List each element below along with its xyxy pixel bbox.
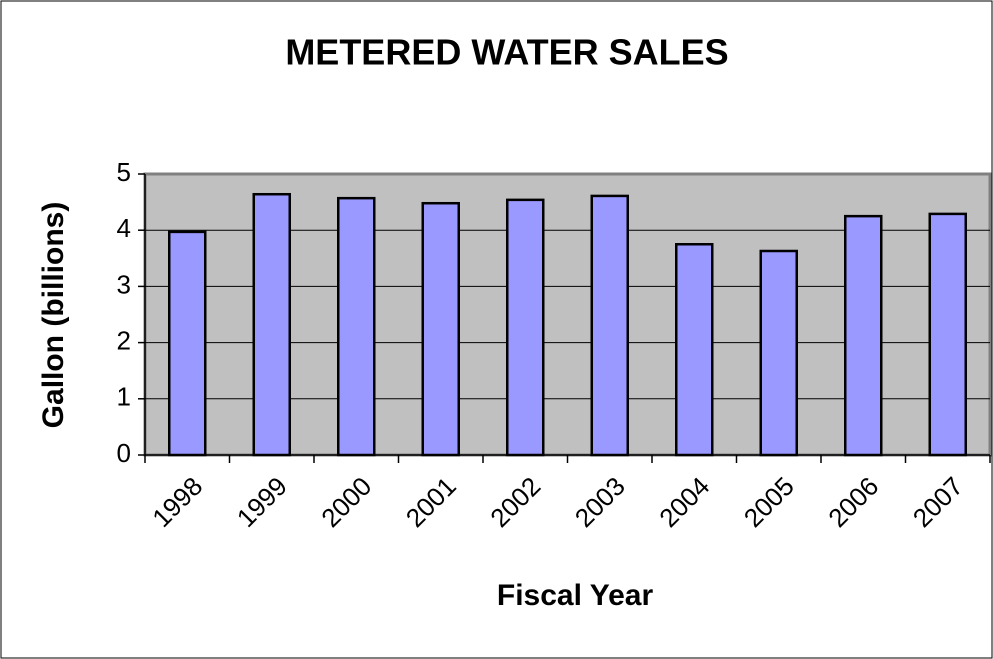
bar <box>844 214 883 457</box>
y-tick-label: 1 <box>117 382 131 412</box>
bar <box>675 243 714 457</box>
bar <box>421 201 460 457</box>
y-tick-label: 5 <box>117 157 131 187</box>
y-tick-label: 3 <box>117 269 131 299</box>
bar <box>759 249 798 457</box>
chart-title: METERED WATER SALES <box>285 32 728 73</box>
bar <box>928 212 967 457</box>
y-tick-label: 0 <box>117 438 131 468</box>
bar <box>168 230 207 457</box>
bar <box>337 196 376 457</box>
bar <box>506 198 545 457</box>
y-axis-label: Gallon (billions) <box>37 202 70 429</box>
y-tick-label: 2 <box>117 325 131 355</box>
y-tick-label: 4 <box>117 213 131 243</box>
x-axis-label: Fiscal Year <box>497 579 654 612</box>
bar <box>590 194 629 457</box>
bar <box>252 192 291 457</box>
